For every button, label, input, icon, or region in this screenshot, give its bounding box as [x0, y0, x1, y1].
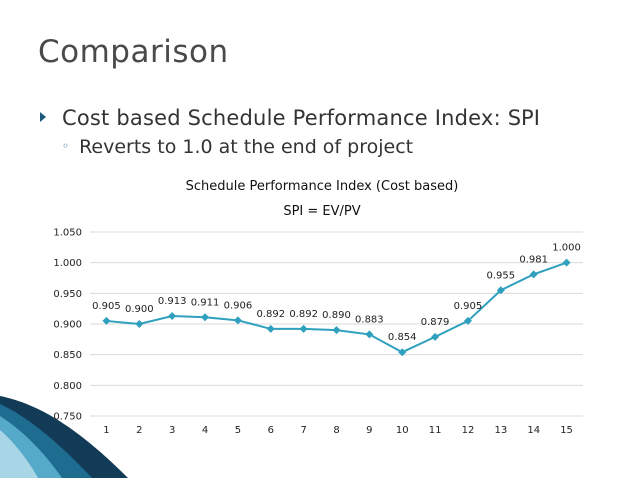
- y-tick-label: 0.850: [53, 350, 82, 361]
- y-tick-label: 0.750: [53, 412, 82, 423]
- x-tick-label: 4: [202, 425, 208, 436]
- bullet-main: Cost based Schedule Performance Index: S…: [40, 106, 540, 130]
- y-tick-label: 0.900: [53, 320, 82, 331]
- chart-title: Schedule Performance Index (Cost based): [186, 179, 459, 194]
- data-label: 0.883: [355, 314, 384, 325]
- x-tick-label: 3: [169, 425, 175, 436]
- data-point: [332, 326, 341, 335]
- data-label: 1.000: [552, 243, 581, 254]
- data-point: [299, 324, 308, 333]
- data-label: 0.905: [92, 301, 121, 312]
- data-label: 0.890: [322, 310, 351, 321]
- y-tick-label: 0.950: [53, 289, 82, 300]
- data-label: 0.879: [421, 317, 450, 328]
- x-tick-label: 12: [462, 425, 475, 436]
- y-tick-label: 1.050: [53, 228, 82, 239]
- data-point: [266, 324, 275, 333]
- x-tick-label: 1: [103, 425, 109, 436]
- data-label: 0.892: [289, 309, 318, 320]
- data-point: [398, 348, 407, 357]
- bullet-main-emphasis: SPI: [507, 106, 540, 130]
- x-tick-label: 9: [366, 425, 372, 436]
- data-point: [201, 313, 210, 322]
- x-tick-label: 2: [136, 425, 142, 436]
- x-tick-label: 8: [333, 425, 339, 436]
- data-label: 0.981: [519, 254, 548, 265]
- data-point: [562, 258, 571, 267]
- y-tick-label: 0.800: [53, 381, 82, 392]
- x-tick-label: 14: [527, 425, 540, 436]
- y-axis-ticks: 0.750 0.800 0.850 0.900 0.950 1.000 1.050: [53, 228, 82, 423]
- data-label: 0.906: [224, 300, 253, 311]
- data-point: [102, 316, 111, 325]
- bullet-arrow-icon: [40, 112, 46, 122]
- bullet-sub: ◦ Reverts to 1.0 at the end of project: [62, 136, 413, 158]
- data-label: 0.955: [487, 270, 516, 281]
- data-point: [431, 332, 440, 341]
- x-tick-label: 11: [429, 425, 442, 436]
- data-label: 0.892: [256, 309, 285, 320]
- x-tick-label: 10: [396, 425, 409, 436]
- y-tick-label: 1.000: [53, 258, 82, 269]
- data-point: [135, 320, 144, 328]
- bullet-sub-text: Reverts to 1.0 at the end of project: [79, 136, 414, 158]
- data-point: [496, 286, 505, 295]
- x-tick-label: 13: [494, 425, 507, 436]
- chart-subtitle: SPI = EV/PV: [283, 204, 360, 219]
- x-tick-label: 15: [560, 425, 573, 436]
- data-markers: [102, 258, 571, 357]
- data-point: [529, 270, 538, 279]
- bullet-main-text: Cost based Schedule Performance Index:: [62, 106, 508, 130]
- gridlines: [90, 231, 583, 417]
- sub-bullet-icon: ◦: [62, 139, 70, 153]
- data-label: 0.900: [125, 304, 154, 315]
- slide-title: Comparison: [38, 34, 229, 70]
- corner-wave-decoration: [0, 396, 128, 478]
- x-tick-label: 7: [300, 425, 306, 436]
- data-point: [463, 316, 472, 325]
- data-label: 0.913: [158, 296, 187, 307]
- x-axis-ticks: 1 2 3 4 5 6 7 8 9 10 11 12 13 14 15: [103, 425, 573, 436]
- data-point: [168, 312, 177, 321]
- data-label: 0.905: [454, 301, 483, 312]
- data-label: 0.911: [191, 297, 220, 308]
- data-point: [365, 330, 374, 339]
- x-tick-label: 6: [268, 425, 274, 436]
- data-label: 0.854: [388, 332, 417, 343]
- data-point: [233, 316, 242, 325]
- x-tick-label: 5: [235, 425, 241, 436]
